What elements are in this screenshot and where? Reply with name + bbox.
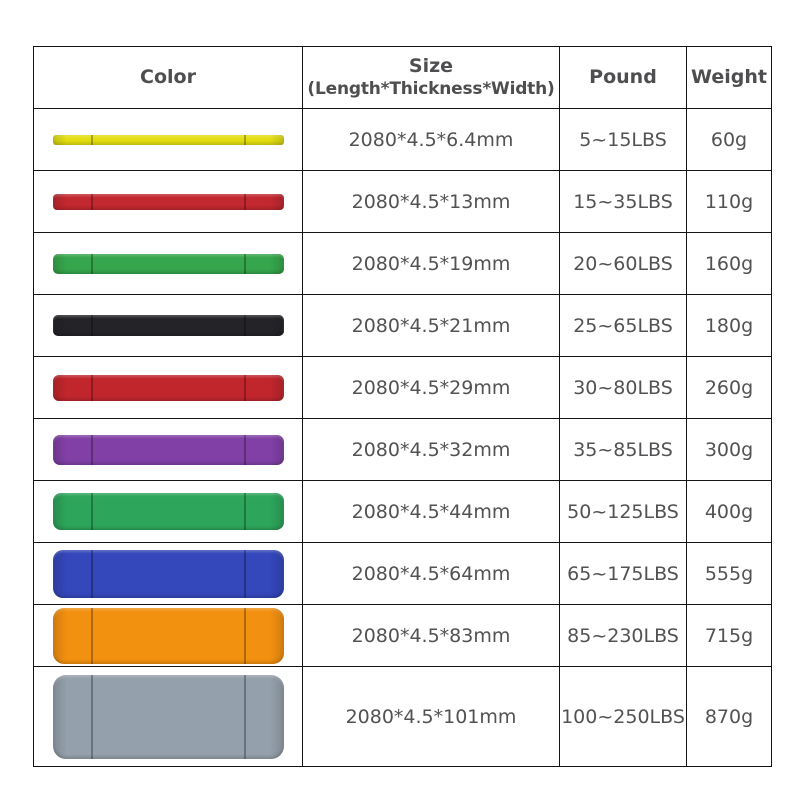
band-color-cell (33, 418, 303, 481)
spec-row: 2080*4.5*13mm 15~35LBS 110g (33, 170, 772, 233)
pound-value: 50~125LBS (559, 480, 687, 543)
size-value: 2080*4.5*13mm (302, 170, 560, 233)
band-color-cell (33, 108, 303, 171)
weight-value: 160g (686, 232, 772, 295)
band-color-cell (33, 480, 303, 543)
col-header-size-title: Size (408, 55, 454, 77)
band-fold-line-right (243, 434, 246, 465)
spec-row: 2080*4.5*83mm 85~230LBS 715g (33, 604, 772, 667)
orange-band-swatch (52, 607, 284, 664)
red-band-swatch (52, 374, 284, 401)
pound-value: 30~80LBS (559, 356, 687, 419)
size-value: 2080*4.5*64mm (302, 542, 560, 605)
gray-band-swatch (52, 674, 284, 759)
band-color-cell (33, 356, 303, 419)
spec-row: 2080*4.5*101mm 100~250LBS 870g (33, 666, 772, 767)
band-fold-line-right (243, 549, 246, 598)
band-fold-line-right (243, 315, 246, 336)
band-fold-line-left (90, 193, 93, 210)
spec-row: 2080*4.5*29mm 30~80LBS 260g (33, 356, 772, 419)
band-fold-line-left (90, 434, 93, 465)
col-header-size-subtitle: (Length*Thickness*Width) (307, 78, 555, 99)
band-fold-line-left (90, 374, 93, 401)
band-fold-line-right (243, 374, 246, 401)
pound-value: 5~15LBS (559, 108, 687, 171)
band-color-cell (33, 294, 303, 357)
spec-row: 2080*4.5*32mm 35~85LBS 300g (33, 418, 772, 481)
resistance-band-spec-sheet: Color Size (Length*Thickness*Width) Poun… (33, 46, 772, 767)
col-header-color: Color (33, 46, 303, 109)
col-header-pound: Pound (559, 46, 687, 109)
band-fold-line-right (243, 674, 246, 759)
pound-value: 20~60LBS (559, 232, 687, 295)
weight-value: 180g (686, 294, 772, 357)
band-color-cell (33, 604, 303, 667)
weight-value: 715g (686, 604, 772, 667)
band-fold-line-left (90, 315, 93, 336)
blue-band-swatch (52, 549, 284, 598)
size-value: 2080*4.5*21mm (302, 294, 560, 357)
band-fold-line-right (243, 607, 246, 664)
band-fold-line-left (90, 253, 93, 274)
col-header-color-label: Color (140, 65, 196, 88)
header-row: Color Size (Length*Thickness*Width) Poun… (33, 46, 772, 109)
weight-value: 400g (686, 480, 772, 543)
size-value: 2080*4.5*101mm (302, 666, 560, 767)
weight-value: 110g (686, 170, 772, 233)
band-color-cell (33, 542, 303, 605)
size-value: 2080*4.5*83mm (302, 604, 560, 667)
resistance-band-spec-table: Color Size (Length*Thickness*Width) Poun… (33, 46, 772, 767)
purple-band-swatch (52, 434, 284, 465)
spec-row: 2080*4.5*44mm 50~125LBS 400g (33, 480, 772, 543)
red-band-swatch (52, 193, 284, 210)
spec-row: 2080*4.5*21mm 25~65LBS 180g (33, 294, 772, 357)
band-fold-line-left (90, 674, 93, 759)
band-fold-line-left (90, 134, 93, 145)
spec-row: 2080*4.5*64mm 65~175LBS 555g (33, 542, 772, 605)
band-fold-line-left (90, 493, 93, 530)
band-fold-line-left (90, 607, 93, 664)
band-fold-line-left (90, 549, 93, 598)
col-header-weight: Weight (686, 46, 772, 109)
pound-value: 25~65LBS (559, 294, 687, 357)
pound-value: 35~85LBS (559, 418, 687, 481)
weight-value: 300g (686, 418, 772, 481)
col-header-size: Size (Length*Thickness*Width) (302, 46, 560, 109)
green-band-swatch (52, 253, 284, 274)
band-color-cell (33, 666, 303, 767)
pound-value: 85~230LBS (559, 604, 687, 667)
weight-value: 870g (686, 666, 772, 767)
band-color-cell (33, 232, 303, 295)
size-value: 2080*4.5*32mm (302, 418, 560, 481)
band-fold-line-right (243, 493, 246, 530)
weight-value: 555g (686, 542, 772, 605)
pound-value: 100~250LBS (559, 666, 687, 767)
band-fold-line-right (243, 134, 246, 145)
black-band-swatch (52, 315, 284, 336)
weight-value: 260g (686, 356, 772, 419)
pound-value: 15~35LBS (559, 170, 687, 233)
size-value: 2080*4.5*29mm (302, 356, 560, 419)
spec-row: 2080*4.5*6.4mm 5~15LBS 60g (33, 108, 772, 171)
green-band-swatch (52, 493, 284, 530)
weight-value: 60g (686, 108, 772, 171)
band-fold-line-right (243, 253, 246, 274)
size-value: 2080*4.5*6.4mm (302, 108, 560, 171)
col-header-pound-label: Pound (589, 65, 657, 88)
spec-row: 2080*4.5*19mm 20~60LBS 160g (33, 232, 772, 295)
yellow-band-swatch (52, 134, 284, 145)
size-value: 2080*4.5*19mm (302, 232, 560, 295)
size-value: 2080*4.5*44mm (302, 480, 560, 543)
pound-value: 65~175LBS (559, 542, 687, 605)
band-color-cell (33, 170, 303, 233)
band-fold-line-right (243, 193, 246, 210)
col-header-weight-label: Weight (691, 65, 767, 88)
